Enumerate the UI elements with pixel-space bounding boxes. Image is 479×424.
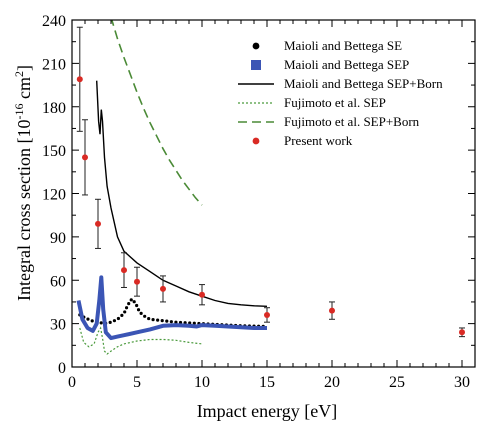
present-work-point-7: [264, 307, 270, 323]
present-work-point-6: [199, 284, 205, 306]
present-work-points: [76, 26, 465, 338]
x-tick-label-10: 10: [194, 374, 210, 391]
legend-entry-0: Maioli and Bettega SE: [252, 38, 402, 53]
y-axis-label-main: Integral cross section [10: [14, 120, 34, 301]
legend-marker: [251, 60, 261, 70]
legend-label-0: Maioli and Bettega SE: [284, 38, 402, 53]
present-work-point-5: [160, 275, 166, 303]
y-tick-label-120: 120: [42, 187, 66, 204]
y-tick-label-180: 180: [42, 100, 66, 117]
legend-marker: [252, 42, 260, 50]
present-work-point-8: [329, 301, 335, 320]
y-axis-label-close: ]: [14, 65, 34, 71]
legend-label-3: Fujimoto et al. SEP: [284, 95, 386, 110]
present-work-point-9: [459, 327, 465, 338]
y-axis-label-unit: cm: [14, 77, 34, 104]
x-tick-labels: 0 5 10 15 20 25 30: [68, 374, 470, 391]
present-work-marker: [76, 76, 83, 83]
present-work-marker: [459, 329, 465, 336]
x-tick-label-15: 15: [259, 374, 275, 391]
series-layer: [76, 20, 269, 355]
legend-label-4: Fujimoto et al. SEP+Born: [284, 114, 420, 129]
series-fujimoto-sep-line: [79, 326, 203, 355]
present-work-marker: [199, 291, 205, 298]
tick-marks: [71, 19, 475, 368]
y-tick-label-210: 210: [42, 56, 66, 73]
series-maioli-se-line: [78, 296, 269, 329]
legend-label-1: Maioli and Bettega SEP: [284, 57, 409, 72]
y-tick-label-30: 30: [50, 317, 66, 334]
present-work-marker: [134, 278, 140, 285]
present-work-marker: [329, 307, 335, 314]
x-tick-label-25: 25: [389, 374, 405, 391]
legend-marker: [252, 137, 260, 145]
y-tick-labels: 0 30 60 90 120 150 180 210 240: [42, 13, 66, 377]
legend-label-2: Maioli and Bettega SEP+Born: [284, 76, 443, 91]
plot-frame: [71, 19, 476, 368]
present-work-marker: [264, 311, 270, 318]
y-axis-label-exp: -16: [12, 104, 26, 120]
present-work-point-2: [95, 198, 101, 249]
y-tick-label-60: 60: [50, 273, 66, 290]
present-work-point-1: [82, 119, 88, 196]
legend-entry-5: Present work: [252, 133, 353, 148]
legend-entry-4: Fujimoto et al. SEP+Born: [238, 114, 420, 129]
present-work-point-4: [134, 266, 140, 297]
present-work-marker: [121, 267, 127, 274]
y-tick-label-150: 150: [42, 143, 66, 160]
x-tick-label-0: 0: [68, 374, 76, 391]
y-tick-label-0: 0: [58, 360, 66, 377]
y-tick-label-240: 240: [42, 13, 66, 30]
legend-entry-1: Maioli and Bettega SEP: [251, 57, 409, 72]
present-work-marker: [160, 285, 166, 292]
x-tick-label-5: 5: [133, 374, 141, 391]
present-work-marker: [95, 220, 101, 227]
legend-label-5: Present work: [284, 133, 353, 148]
y-tick-label-90: 90: [50, 230, 66, 247]
legend-entry-3: Fujimoto et al. SEP: [238, 95, 386, 110]
x-tick-label-30: 30: [454, 374, 470, 391]
x-tick-label-20: 20: [324, 374, 340, 391]
legend: Maioli and Bettega SE Maioli and Bettega …: [238, 38, 443, 148]
y-axis-label: Integral cross section [10-16 cm2]: [12, 65, 34, 301]
series-fujimoto-sep-born-line: [111, 20, 203, 206]
y-axis-label-unit-exp: 2: [12, 71, 26, 77]
series-maioli-sep-line: [76, 275, 267, 341]
series-maioli-sep-born-line: [96, 80, 268, 307]
x-axis-label: Impact energy [eV]: [197, 401, 338, 421]
legend-entry-2: Maioli and Bettega SEP+Born: [238, 76, 443, 91]
present-work-marker: [82, 154, 88, 161]
present-work-point-3: [121, 252, 127, 288]
present-work-point-0: [76, 26, 83, 132]
